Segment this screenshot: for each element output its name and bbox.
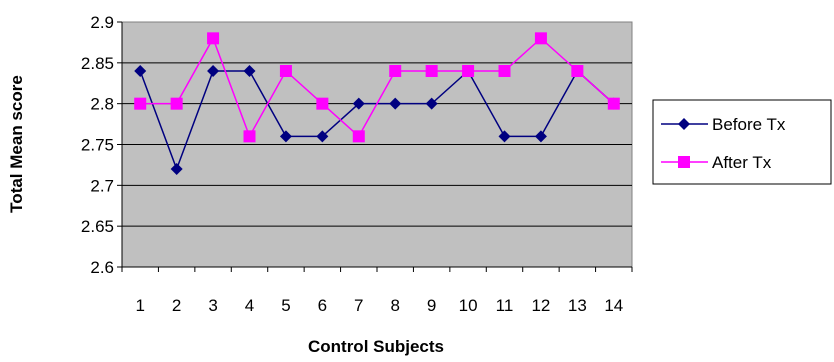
data-point-diamond [352, 97, 365, 110]
y-tick-label: 2.9 [90, 13, 114, 32]
data-point-square [134, 97, 147, 110]
data-point-diamond [316, 130, 329, 143]
data-point-diamond [134, 65, 147, 77]
legend: Before Tx After Tx [652, 99, 832, 185]
legend-label: Before Tx [712, 115, 786, 134]
axes [117, 21, 633, 272]
data-point-diamond [170, 163, 183, 175]
x-tick-label: 9 [427, 296, 436, 315]
data-point-square [316, 97, 329, 110]
gridlines [122, 62, 632, 227]
x-tick-label: 2 [172, 296, 181, 315]
legend-box [652, 99, 832, 185]
x-tick-label: 14 [604, 296, 623, 315]
x-tick-labels: 1 2 3 4 5 6 7 8 9 10 11 12 13 14 [135, 296, 623, 315]
x-tick-label: 7 [354, 296, 363, 315]
data-point-square [389, 65, 402, 77]
data-point-diamond [425, 97, 438, 110]
x-tick-label: 12 [531, 296, 550, 315]
data-point-square [207, 32, 220, 45]
x-tick-label: 5 [281, 296, 290, 315]
data-point-square [571, 65, 584, 77]
y-tick-label: 2.8 [90, 95, 114, 114]
series-line [140, 36, 615, 139]
data-point-diamond [498, 130, 511, 143]
data-point-square [279, 65, 292, 77]
x-tick-label: 11 [496, 296, 514, 315]
legend-label: After Tx [712, 153, 772, 172]
x-tick-label: 13 [568, 296, 587, 315]
data-point-diamond [279, 130, 292, 143]
y-tick-label: 2.75 [81, 136, 114, 155]
data-point-square [352, 130, 365, 143]
y-tick-label: 2.7 [90, 176, 114, 195]
y-tick-labels: 2.6 2.65 2.7 2.75 2.8 2.85 2.9 [81, 13, 114, 277]
data-point-square [462, 65, 475, 77]
x-tick-label: 4 [245, 296, 254, 315]
x-tick-label: 8 [390, 296, 399, 315]
data-point-square [678, 156, 690, 168]
data-point-square [425, 65, 438, 77]
y-tick-label: 2.65 [81, 217, 114, 236]
series-after-tx [134, 32, 620, 143]
x-axis-title: Control Subjects [308, 337, 444, 356]
x-tick-label: 1 [135, 296, 144, 315]
data-point-diamond [389, 97, 402, 110]
data-point-diamond [243, 65, 256, 77]
data-point-diamond [534, 130, 547, 143]
y-tick-label: 2.85 [81, 54, 114, 73]
legend-items: Before Tx After Tx [661, 115, 786, 172]
data-point-diamond [678, 118, 690, 130]
x-tick-label: 3 [208, 296, 217, 315]
x-tick-label: 6 [318, 296, 327, 315]
series-group [134, 32, 620, 175]
y-axis-title: Total Mean score [7, 75, 26, 213]
y-tick-label: 2.6 [90, 258, 114, 277]
data-point-square [498, 65, 511, 77]
data-point-square [534, 32, 547, 45]
data-point-square [243, 130, 256, 143]
data-point-square [170, 97, 183, 110]
x-tick-label: 10 [459, 296, 478, 315]
data-point-diamond [207, 65, 220, 77]
data-point-square [607, 97, 620, 110]
